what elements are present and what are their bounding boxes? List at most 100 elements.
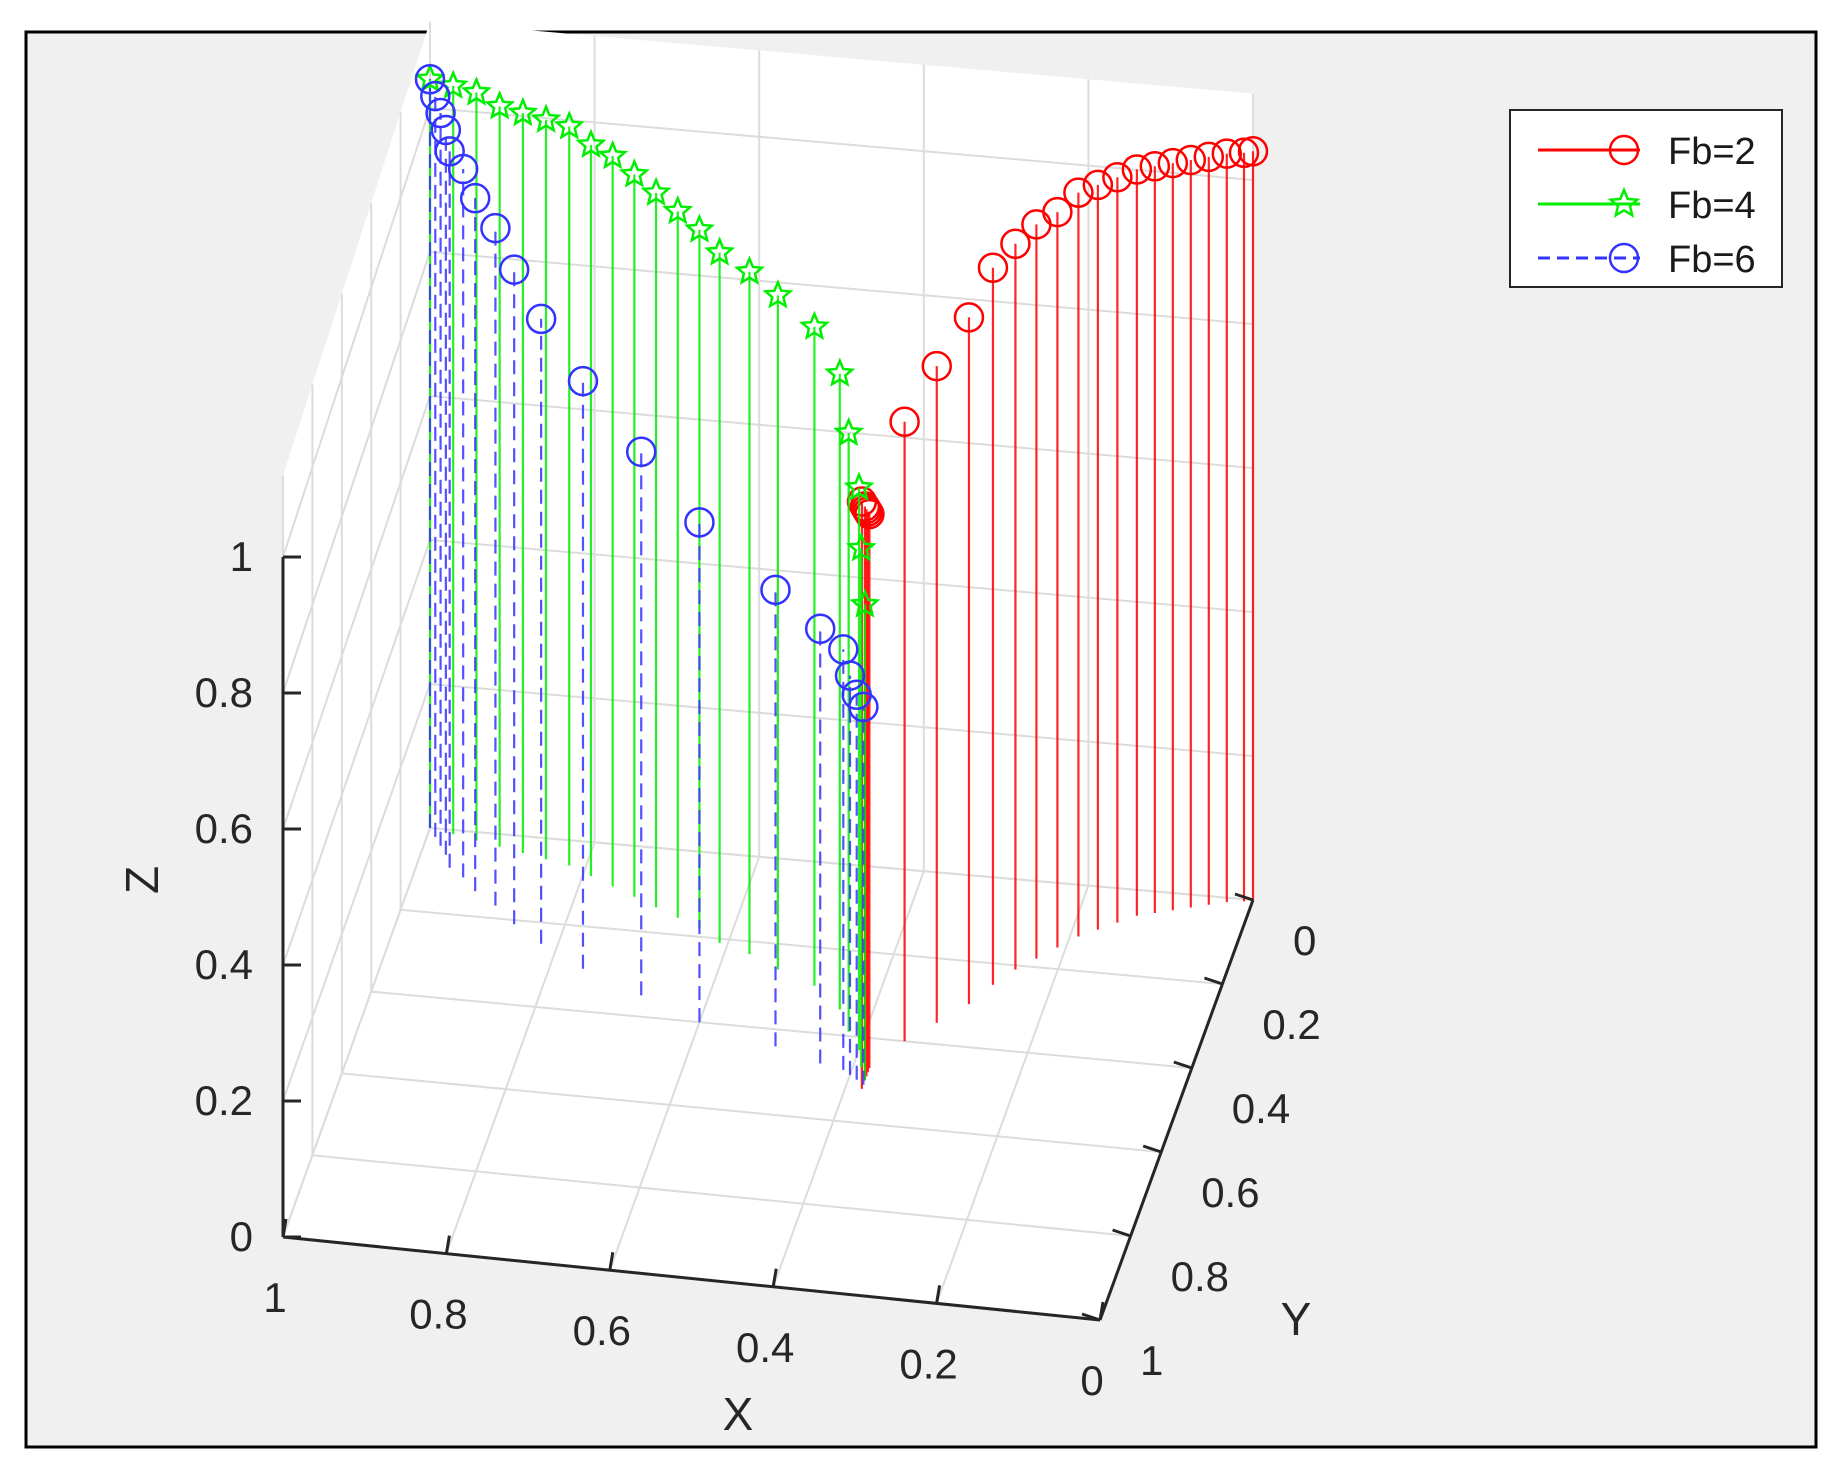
x-tick-mark xyxy=(935,1285,942,1304)
data-marker-circle xyxy=(921,350,953,382)
x-tick-label: 1 xyxy=(263,1274,286,1321)
grid-line xyxy=(282,251,431,694)
data-marker-star xyxy=(1607,186,1641,218)
grid-line xyxy=(608,856,761,1271)
data-marker-star xyxy=(683,213,715,243)
data-marker-star xyxy=(762,279,794,309)
y-tick-label: 0.6 xyxy=(1201,1169,1259,1216)
data-marker-circle xyxy=(430,114,462,146)
x-tick-label: 0.8 xyxy=(409,1291,467,1338)
x-tick-mark xyxy=(281,1218,288,1238)
grid-line xyxy=(282,395,431,830)
floor-pane xyxy=(283,828,1253,1320)
grid-line xyxy=(282,107,431,558)
data-marker-star xyxy=(530,103,562,133)
data-marker-star xyxy=(843,471,875,501)
data-marker-circle xyxy=(1102,161,1133,193)
grid-line xyxy=(400,908,1223,985)
data-marker-circle xyxy=(684,507,715,538)
z-tick-label: 0 xyxy=(230,1213,253,1260)
data-marker-star xyxy=(597,139,629,170)
data-marker-circle xyxy=(804,613,836,644)
legend-label: Fb=2 xyxy=(1668,131,1756,173)
legend-box xyxy=(1509,109,1783,288)
x-axis-label: X xyxy=(723,1388,754,1440)
z-tick-label: 1 xyxy=(230,533,253,580)
data-marker-circle xyxy=(480,212,511,244)
data-marker-circle xyxy=(1121,154,1153,185)
data-marker-circle xyxy=(852,496,884,527)
data-marker-circle xyxy=(425,97,456,129)
z-tick-label: 0.6 xyxy=(195,805,253,852)
data-marker-circle xyxy=(459,182,491,214)
y-axis-label: Y xyxy=(1281,1293,1312,1345)
back-wall-pane xyxy=(430,21,1253,901)
data-marker-circle xyxy=(889,406,920,437)
z-tick-label: 0.2 xyxy=(195,1077,253,1124)
data-marker-star xyxy=(461,76,492,106)
side-wall-pane xyxy=(283,21,430,1238)
grid-line xyxy=(772,870,925,1288)
legend-label: Fb=6 xyxy=(1668,239,1756,281)
data-marker-star xyxy=(734,255,765,285)
legend: Fb=2 Fb=4 Fb=6 xyxy=(1509,109,1783,288)
y-tick-mark xyxy=(1142,1144,1162,1154)
data-marker-circle xyxy=(567,365,599,397)
grid-line xyxy=(445,842,596,1254)
data-marker-star xyxy=(507,96,539,127)
x-tick-mark xyxy=(608,1251,615,1271)
grid-line xyxy=(429,683,1254,757)
plot-ticks: 1 0.8 0.6 0.4 0.2 000.20.40.60.8100.20.40.60.… xyxy=(195,533,1321,1404)
data-marker-star xyxy=(553,110,585,140)
data-marker-circle xyxy=(848,691,879,723)
data-marker-circle xyxy=(1228,137,1260,169)
y-tick-label: 0.8 xyxy=(1171,1253,1229,1300)
data-marker-circle xyxy=(414,63,446,95)
y-axis-line xyxy=(1098,899,1255,1321)
y-tick-mark xyxy=(1112,1228,1132,1238)
data-marker-circle xyxy=(1042,196,1073,228)
data-marker-circle xyxy=(854,498,885,530)
y-tick-label: 0.4 xyxy=(1232,1085,1290,1132)
data-marker-circle xyxy=(625,436,657,468)
data-marker-circle xyxy=(953,302,985,333)
data-marker-circle xyxy=(1063,177,1094,208)
x-tick-mark xyxy=(444,1235,451,1254)
x-tick-label: 0.2 xyxy=(899,1340,957,1387)
grid-line xyxy=(429,539,1254,613)
data-marker-star xyxy=(484,90,516,120)
legend-entries: Fb=2 Fb=4 Fb=6 xyxy=(1538,131,1756,281)
data-marker-star xyxy=(833,416,865,447)
grid-line xyxy=(429,251,1254,325)
grid-line xyxy=(935,885,1090,1304)
data-marker-star xyxy=(824,357,856,387)
grid-line xyxy=(312,1154,1131,1237)
data-marker-circle xyxy=(1175,144,1207,176)
data-marker-circle xyxy=(1211,138,1243,169)
data-marker-circle xyxy=(525,303,557,335)
y-tick-mark xyxy=(1203,976,1223,986)
plot-series xyxy=(414,62,1269,1089)
z-axis-label: Z xyxy=(116,866,168,894)
y-tick-mark xyxy=(1234,892,1254,902)
grid-line xyxy=(371,990,1192,1069)
data-marker-circle xyxy=(420,80,451,112)
y-tick-mark xyxy=(1081,1312,1101,1322)
grid-line xyxy=(282,683,431,1102)
x-tick-mark xyxy=(1098,1301,1105,1321)
data-marker-star xyxy=(798,310,830,341)
z-tick-label: 0.4 xyxy=(195,941,253,988)
data-marker-circle xyxy=(760,574,791,606)
grid-line xyxy=(282,539,431,966)
grid-line xyxy=(341,1072,1162,1153)
data-marker-star xyxy=(640,176,672,207)
data-marker-circle xyxy=(1608,242,1640,274)
data-marker-circle xyxy=(1237,135,1269,167)
data-marker-star xyxy=(662,195,694,225)
data-marker-circle xyxy=(447,153,479,185)
x-tick-mark xyxy=(771,1268,778,1288)
data-marker-circle xyxy=(1608,134,1640,166)
data-marker-star xyxy=(704,236,736,266)
legend-label: Fb=4 xyxy=(1668,185,1756,227)
